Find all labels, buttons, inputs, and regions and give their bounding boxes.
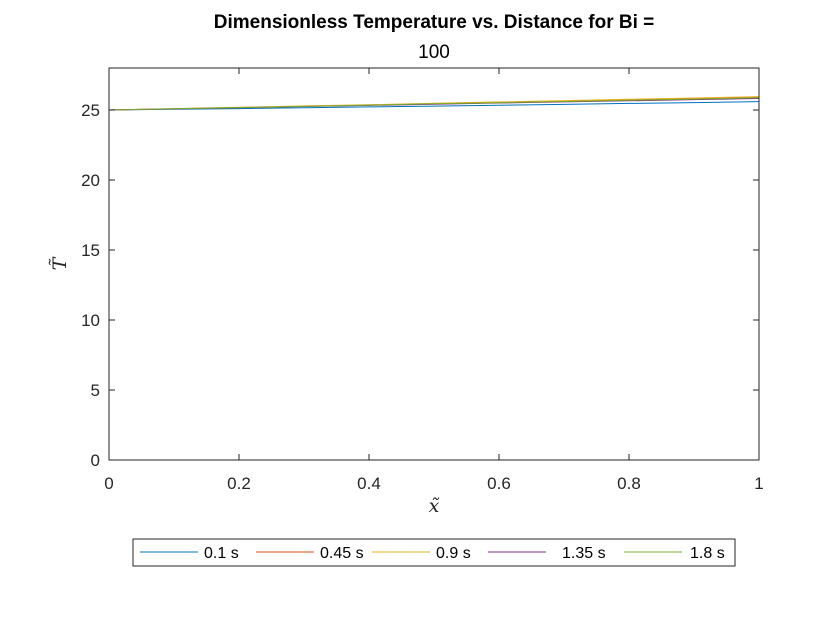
x-tick-label: 0.6 xyxy=(487,474,511,493)
legend-label: 1.35 s xyxy=(562,545,606,562)
legend-label: 0.1 s xyxy=(204,545,239,562)
legend-label: 1.8 s xyxy=(690,545,725,562)
x-axis: 0 0.2 0.4 0.6 0.8 1 xyxy=(104,68,764,493)
y-tick-label: 5 xyxy=(91,381,100,400)
chart-subtitle: 100 xyxy=(418,42,450,63)
chart-title: Dimensionless Temperature vs. Distance f… xyxy=(214,12,655,33)
y-tick-label: 0 xyxy=(91,451,100,470)
x-tick-label: 1 xyxy=(754,474,763,493)
x-tick-label: 0 xyxy=(104,474,113,493)
legend-label: 0.45 s xyxy=(320,545,364,562)
x-tick-label: 0.8 xyxy=(617,474,641,493)
series-layer xyxy=(108,96,760,111)
legend-label: 0.9 s xyxy=(436,545,471,562)
x-tick-label: 0.2 xyxy=(227,474,251,493)
y-tick-label: 10 xyxy=(81,311,100,330)
plot-background xyxy=(109,68,759,460)
plot-area: 0 0.2 0.4 0.6 0.8 1 0 5 10 15 20 25 xyxy=(81,67,764,493)
y-tick-label: 20 xyxy=(81,171,100,190)
series-line-0-1-s xyxy=(108,101,760,111)
y-axis: 0 5 10 15 20 25 xyxy=(81,101,759,470)
legend: 0.1 s 0.45 s 0.9 s 1.35 s 1.8 s xyxy=(132,538,736,567)
series-line-1-8-s xyxy=(108,97,760,111)
y-tick-label: 25 xyxy=(81,101,100,120)
y-axis-label: T̃ xyxy=(49,256,71,270)
axes-box xyxy=(108,67,760,461)
x-tick-label: 0.4 xyxy=(357,474,381,493)
y-tick-label: 15 xyxy=(81,241,100,260)
legend-items: 0.1 s 0.45 s 0.9 s 1.35 s 1.8 s xyxy=(140,545,725,562)
x-axis-label: x̃ xyxy=(429,495,440,517)
